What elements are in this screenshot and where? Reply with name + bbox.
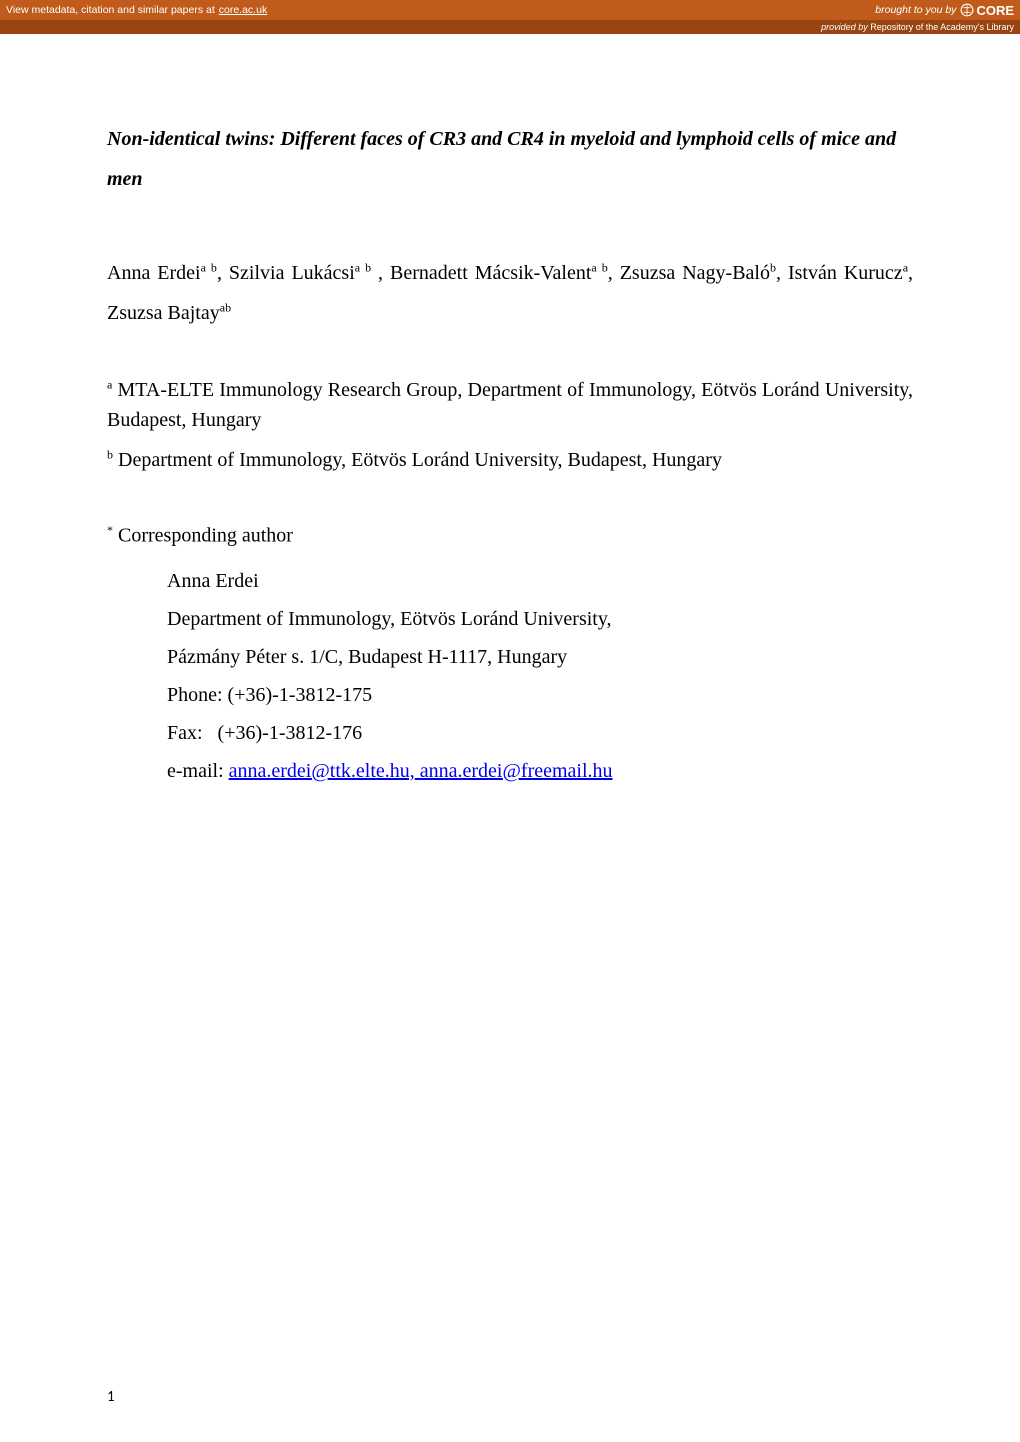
- page-content: Non-identical twins: Different faces of …: [0, 34, 1020, 830]
- author-2-affil: a b: [355, 260, 371, 274]
- author-6-affil: ab: [220, 300, 231, 314]
- corresp-dept: Department of Immunology, Eötvös Loránd …: [167, 600, 913, 638]
- affil-b-text: Department of Immunology, Eötvös Loránd …: [113, 449, 722, 471]
- author-1-affil: a b: [201, 260, 217, 274]
- affil-a-text: MTA-ELTE Immunology Research Group, Depa…: [107, 379, 913, 431]
- core-logo-text: CORE: [976, 3, 1014, 18]
- core-logo[interactable]: CORE: [960, 3, 1014, 18]
- author-5: , István Kurucz: [776, 262, 903, 284]
- email-link-2[interactable]: anna.erdei@freemail.hu: [415, 760, 613, 782]
- core-link[interactable]: core.ac.uk: [219, 4, 267, 16]
- banner-right: brought to you by CORE: [875, 3, 1014, 18]
- affiliation-a: a MTA-ELTE Immunology Research Group, De…: [107, 375, 913, 435]
- affiliation-b: b Department of Immunology, Eötvös Lorán…: [107, 445, 913, 475]
- page-number: 1: [107, 1388, 115, 1406]
- core-banner: View metadata, citation and similar pape…: [0, 0, 1020, 20]
- author-3: , Bernadett Mácsik-Valent: [371, 262, 591, 284]
- provided-by-source: Repository of the Academy's Library: [870, 22, 1014, 32]
- core-icon: [960, 3, 974, 17]
- author-4: , Zsuzsa Nagy-Baló: [608, 262, 770, 284]
- corresp-fax: Fax: (+36)-1-3812-176: [167, 714, 913, 752]
- corresp-addr: Pázmány Péter s. 1/C, Budapest H-1117, H…: [167, 638, 913, 676]
- provided-by-prefix: provided by: [821, 22, 870, 32]
- corresponding-author-label: * Corresponding author: [107, 523, 913, 548]
- author-2: , Szilvia Lukácsi: [217, 262, 355, 284]
- banner-left: View metadata, citation and similar pape…: [6, 4, 267, 16]
- email-link-1[interactable]: anna.erdei@ttk.elte.hu,: [229, 760, 415, 782]
- corresp-label: Corresponding author: [113, 525, 293, 547]
- author-3-affil: a b: [591, 260, 607, 274]
- email-prefix: e-mail:: [167, 760, 229, 782]
- corresp-email-line: e-mail: anna.erdei@ttk.elte.hu, anna.erd…: [167, 752, 913, 790]
- banner-prefix-text: View metadata, citation and similar pape…: [6, 4, 215, 16]
- corresponding-author-block: Anna Erdei Department of Immunology, Eöt…: [167, 562, 913, 790]
- paper-title: Non-identical twins: Different faces of …: [107, 119, 913, 199]
- corresp-phone: Phone: (+36)-1-3812-175: [167, 676, 913, 714]
- provided-by-banner: provided by Repository of the Academy's …: [0, 20, 1020, 34]
- authors-line: Anna Erdeia b, Szilvia Lukácsia b , Bern…: [107, 253, 913, 333]
- corresp-name: Anna Erdei: [167, 562, 913, 600]
- author-1: Anna Erdei: [107, 262, 201, 284]
- brought-to-you-text: brought to you by: [875, 4, 956, 16]
